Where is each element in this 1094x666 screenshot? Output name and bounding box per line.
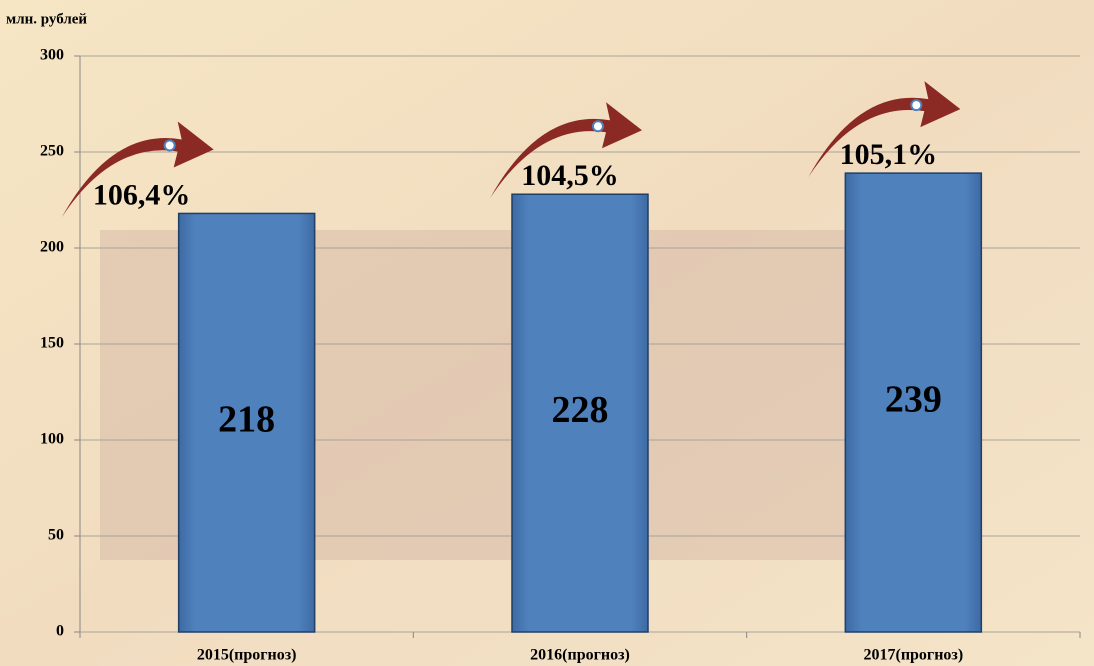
bar-value-label: 218 — [218, 398, 275, 440]
y-tick-label: 300 — [40, 47, 64, 64]
x-tick-label: 2016(прогноз) — [530, 647, 630, 664]
y-tick-label: 150 — [40, 335, 64, 352]
y-tick-label: 50 — [48, 527, 64, 544]
page: млн. рублей 0 50 100 150 200 250 300 2015(прогн… — [0, 0, 1094, 666]
y-tick-label: 200 — [40, 239, 64, 256]
y-tick-label: 250 — [40, 143, 64, 160]
y-tick-label: 0 — [56, 623, 64, 640]
x-tick-label: 2015(прогноз) — [197, 647, 297, 664]
y-axis-label: млн. рублей — [6, 11, 87, 27]
arrow-dot — [593, 121, 603, 131]
growth-annotation: 105,1% — [840, 138, 938, 171]
bar-value-label: 239 — [885, 378, 942, 420]
y-tick-label: 100 — [40, 431, 64, 448]
chart: млн. рублей 0 50 100 150 200 250 300 2015(прогн… — [0, 0, 1094, 666]
growth-annotation: 106,4% — [93, 178, 191, 211]
x-tick-label: 2017(прогноз) — [863, 647, 963, 664]
bar-value-label: 228 — [552, 389, 609, 431]
arrow-dot — [165, 140, 175, 150]
arrow-dot — [911, 100, 921, 110]
growth-annotation: 104,5% — [521, 159, 619, 192]
